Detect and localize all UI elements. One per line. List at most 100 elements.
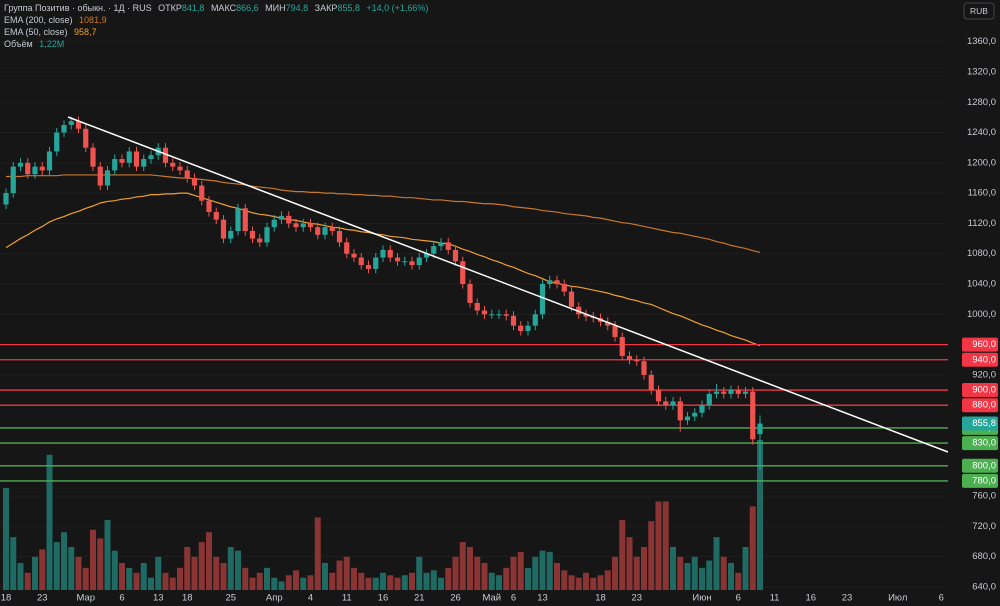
volume-bar xyxy=(568,575,575,590)
candle-body xyxy=(496,314,502,316)
volume-bar xyxy=(430,570,437,590)
candle-body xyxy=(264,227,270,243)
y-tick-label: 680,0 xyxy=(972,551,996,562)
volume-bar xyxy=(496,575,502,590)
volume-bar xyxy=(597,575,604,590)
volume-bar xyxy=(401,575,408,590)
volume-bar xyxy=(53,542,60,590)
x-tick-label: 23 xyxy=(842,593,853,604)
volume-bar xyxy=(670,546,676,590)
volume-bar xyxy=(699,567,705,590)
candle-body xyxy=(648,374,654,391)
volume-bar xyxy=(488,572,495,590)
volume-bar xyxy=(503,567,510,590)
candle-body xyxy=(561,284,567,292)
close-name: ЗАКР xyxy=(315,3,338,13)
volume-bar xyxy=(227,546,234,590)
level-label: 940,0 xyxy=(972,354,996,365)
open-value: 841,8 xyxy=(182,3,205,13)
candle-body xyxy=(104,170,111,186)
legend-value: 958,7 xyxy=(74,27,97,37)
candle-body xyxy=(373,257,379,269)
axes: 1360,0 1320,0 1280,0 1240,0 1200,0 1160,0 1120… xyxy=(1,36,998,604)
volume-bar xyxy=(75,556,82,590)
candle-body xyxy=(612,325,618,338)
candle-body xyxy=(148,155,154,160)
candle-body xyxy=(655,390,662,402)
volume-bar xyxy=(525,567,531,590)
volume-bar xyxy=(655,501,662,590)
y-tick-label: 1040,0 xyxy=(967,279,996,290)
candle-body xyxy=(438,242,444,247)
ema-lines xyxy=(5,174,761,347)
x-tick-label: 13 xyxy=(153,593,164,604)
candle-body xyxy=(510,315,517,326)
candle-body xyxy=(699,405,705,413)
x-tick-label: 11 xyxy=(770,593,780,604)
close-value: 855,8 xyxy=(337,3,360,13)
candle-body xyxy=(605,321,611,326)
volume-bar xyxy=(148,577,154,590)
volume-bar xyxy=(235,550,241,590)
high-name: МАКС xyxy=(211,3,237,13)
candle-body xyxy=(90,147,96,167)
candle-body xyxy=(467,284,473,303)
volume-bar xyxy=(546,551,553,590)
x-tick-label: 23 xyxy=(631,593,642,604)
volume-bar xyxy=(162,572,169,590)
candle-body xyxy=(351,253,357,258)
level-label: 800,0 xyxy=(972,460,996,471)
candle-body xyxy=(68,121,74,125)
candle-body xyxy=(619,337,625,356)
ema-line xyxy=(6,174,761,253)
candle-body xyxy=(452,249,459,262)
volume-bar xyxy=(554,562,560,590)
volume-bar xyxy=(184,546,191,590)
volume-bar xyxy=(322,562,328,590)
volume-bar xyxy=(17,562,24,590)
y-tick-label: 1160,0 xyxy=(968,188,996,199)
x-tick-label: 16 xyxy=(378,593,389,604)
x-tick-label: Июл xyxy=(888,593,907,604)
candle-body xyxy=(641,361,647,375)
candle-body xyxy=(423,253,430,258)
candle-body xyxy=(162,147,169,163)
legend-entry: EMA (50, close) 958,7 xyxy=(4,27,97,37)
x-tick-label: Мар xyxy=(76,593,95,604)
candle-body xyxy=(206,200,212,213)
x-tick-label: 21 xyxy=(414,593,425,604)
volume-bar xyxy=(728,562,734,590)
high-value: 866,6 xyxy=(236,3,259,13)
volume-bar xyxy=(140,562,147,590)
candle-body xyxy=(365,265,372,269)
candle-body xyxy=(177,166,183,171)
volume-bar xyxy=(626,537,633,590)
volume-bar xyxy=(684,562,691,590)
y-tick-label: 1320,0 xyxy=(967,66,996,77)
candle-body xyxy=(213,212,219,220)
candle-body xyxy=(54,132,60,152)
volume-bar xyxy=(561,570,568,590)
volume-bar xyxy=(177,567,183,590)
volume-bar xyxy=(10,537,17,590)
volume-bar xyxy=(438,577,444,590)
volume-bar xyxy=(358,572,365,590)
candle-body xyxy=(532,314,538,326)
candle-body xyxy=(721,391,727,394)
candle-body xyxy=(735,390,741,394)
volume-bar xyxy=(133,572,140,590)
candle-body xyxy=(199,185,205,201)
volume-bar xyxy=(206,532,212,590)
candle-body xyxy=(293,223,299,228)
x-tick-label: 6 xyxy=(511,593,516,604)
candle-body xyxy=(692,412,698,417)
y-tick-label: 760,0 xyxy=(972,491,996,502)
candle-body xyxy=(191,177,198,186)
volume-bar xyxy=(677,556,684,590)
x-tick-label: Апр xyxy=(266,593,283,604)
volume-bar xyxy=(343,556,350,590)
level-label: 880,0 xyxy=(972,400,996,411)
volume-bar xyxy=(416,556,423,590)
level-label: 780,0 xyxy=(972,475,996,486)
volume-bar xyxy=(612,556,618,590)
